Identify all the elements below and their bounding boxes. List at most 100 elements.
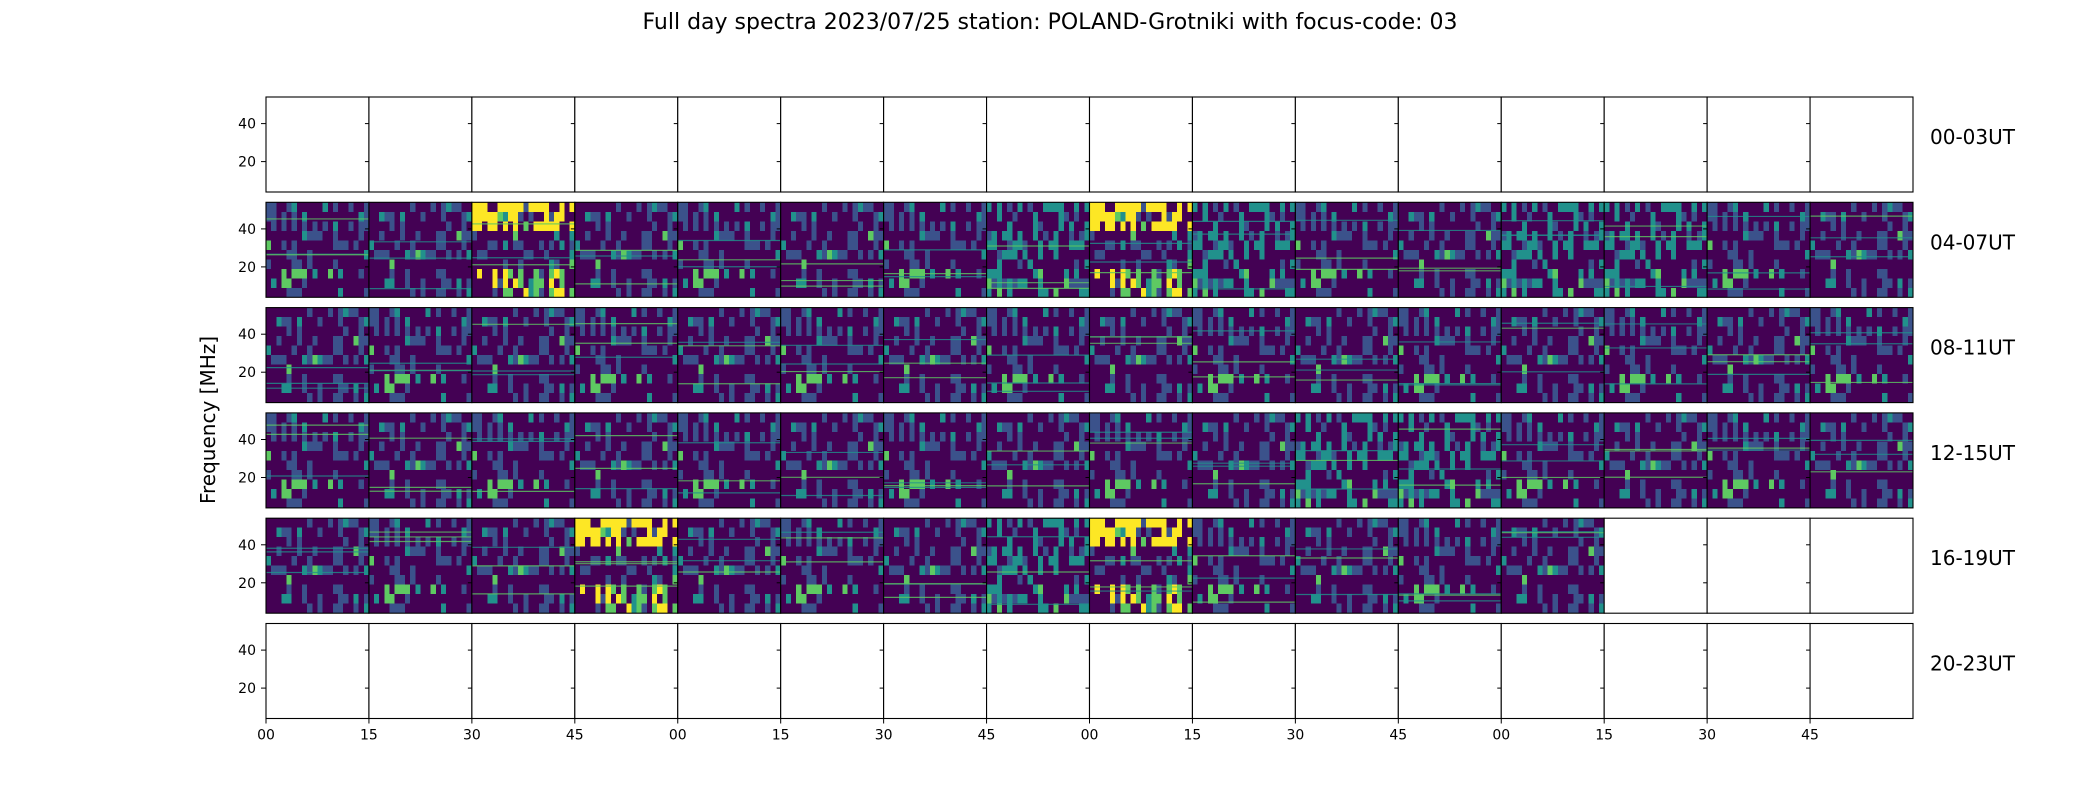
y-tick-label: 20 — [238, 471, 256, 487]
spectra-row: 40 20 12-15UT — [238, 412, 2016, 509]
panel-border — [1809, 622, 1914, 720]
spectrum-panel — [883, 412, 987, 508]
spectrum-panel — [1295, 307, 1399, 403]
spectrum-panel — [266, 307, 369, 403]
spectrum-panel — [1192, 518, 1296, 614]
empty-panel — [1810, 518, 1913, 614]
spectra-row: 40 20 08-11UT — [238, 307, 2016, 404]
empty-panel — [1810, 97, 1913, 192]
spectrum-panel — [677, 307, 781, 403]
x-tick-label: 15 — [1184, 728, 1202, 744]
spectrum-panel — [471, 412, 575, 508]
spectrum-panel — [780, 412, 884, 508]
spectrum-panel — [986, 202, 1090, 298]
y-tick-label: 20 — [238, 365, 256, 381]
empty-panel — [1192, 623, 1296, 719]
spectra-row: 40 20 04-07UT — [238, 201, 2016, 298]
chart-title: Full day spectra 2023/07/25 station: POL… — [642, 10, 1458, 35]
empty-panel — [266, 97, 369, 192]
empty-panel — [1707, 97, 1811, 192]
empty-panel — [1398, 623, 1502, 719]
row-label: 04-07UT — [1930, 230, 2016, 254]
empty-panel — [368, 623, 472, 719]
empty-panel — [1398, 97, 1502, 192]
empty-panel — [1295, 623, 1399, 719]
empty-panel — [677, 97, 781, 192]
empty-panel — [471, 623, 575, 719]
row-label: 20-23UT — [1930, 652, 2016, 676]
x-tick-label: 45 — [1801, 728, 1819, 744]
spectrum-panel — [1810, 412, 1913, 508]
y-tick-label: 40 — [238, 327, 256, 343]
panel-border — [1809, 96, 1914, 193]
spectrum-panel — [1707, 412, 1811, 508]
spectrum-panel — [1604, 412, 1708, 508]
empty-panel — [1604, 623, 1708, 719]
spectrum-panel — [780, 518, 884, 614]
spectrum-panel — [368, 202, 472, 298]
spectrum-panel — [1398, 307, 1502, 403]
y-tick-label: 40 — [238, 538, 256, 554]
y-tick-label: 40 — [238, 433, 256, 449]
row-label: 12-15UT — [1930, 441, 2016, 465]
spectrum-panel — [1192, 307, 1296, 403]
empty-panel — [1089, 97, 1193, 192]
spectrum-panel — [574, 518, 678, 614]
empty-panel — [677, 623, 781, 719]
x-tick-label: 00 — [1492, 728, 1510, 744]
spectrum-panel — [1398, 412, 1502, 508]
spectrum-panel — [574, 412, 678, 508]
empty-panel — [780, 623, 884, 719]
empty-panel — [1707, 518, 1811, 614]
spectrum-panel — [574, 307, 678, 403]
panel-border — [1809, 307, 1914, 404]
row-label: 00-03UT — [1930, 125, 2016, 149]
empty-panel — [266, 623, 369, 719]
spectrum-panel — [1398, 202, 1502, 298]
empty-panel — [1192, 97, 1296, 192]
x-tick-label: 45 — [566, 728, 584, 744]
spectrum-panel — [986, 412, 1090, 508]
spectrum-panel — [1398, 518, 1502, 614]
panel-border — [1809, 517, 1914, 614]
empty-panel — [1604, 518, 1708, 614]
y-tick-label: 40 — [238, 643, 256, 659]
spectrum-panel — [780, 307, 884, 403]
x-tick-label: 00 — [669, 728, 687, 744]
row-label: 08-11UT — [1930, 336, 2016, 360]
x-tick-label: 15 — [1595, 728, 1613, 744]
spectrum-panel — [1295, 202, 1399, 298]
spectrum-panel — [1810, 307, 1913, 403]
spectrum-panel — [368, 518, 472, 614]
empty-panel — [1501, 97, 1605, 192]
spectra-row: 40 20 16-19UT — [238, 517, 2016, 614]
spectrum-panel — [1295, 518, 1399, 614]
x-tick-label: 00 — [257, 728, 275, 744]
spectrum-panel — [883, 518, 987, 614]
x-tick-label: 45 — [978, 728, 996, 744]
spectrum-panel — [780, 202, 884, 298]
spectrum-panel — [1089, 412, 1193, 508]
spectrum-panel — [266, 412, 369, 508]
spectrum-panel — [1089, 307, 1193, 403]
spectrum-panel — [471, 202, 575, 298]
empty-panel — [1295, 97, 1399, 192]
spectrum-panel — [677, 412, 781, 508]
spectrum-panel — [471, 307, 575, 403]
empty-panel — [1089, 623, 1193, 719]
empty-panel — [1604, 97, 1708, 192]
spectrum-panel — [1089, 518, 1193, 614]
empty-panel — [1707, 623, 1811, 719]
spectrum-panel — [368, 307, 472, 403]
spectrum-panel — [1604, 202, 1708, 298]
spectrum-panel — [1192, 202, 1296, 298]
spectrum-panel — [883, 307, 987, 403]
x-tick-label: 30 — [1286, 728, 1304, 744]
empty-panel — [986, 623, 1090, 719]
spectrum-panel — [677, 518, 781, 614]
spectrum-panel — [1501, 518, 1605, 614]
x-tick-label: 30 — [463, 728, 481, 744]
spectrum-panel — [986, 518, 1090, 614]
spectrum-panel — [1089, 202, 1193, 298]
